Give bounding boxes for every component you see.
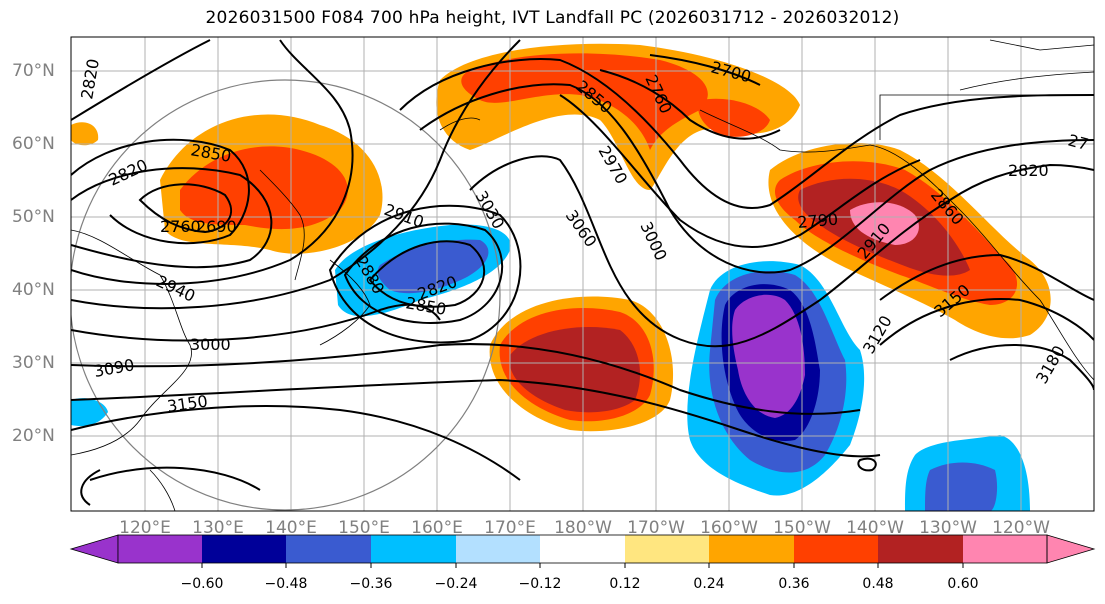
colorbar-tick-label: 0.48 [862, 576, 894, 592]
colorbar-segment [963, 535, 1047, 563]
range-circle [71, 79, 501, 511]
lat-label: 20°N [12, 426, 55, 446]
lon-label: 170°E [484, 518, 536, 538]
colorbar-segment [456, 535, 540, 563]
map-frame [70, 36, 1095, 512]
contour-label: 2820 [1008, 161, 1049, 180]
ivt-negative-core-region [732, 294, 805, 418]
colorbar-tick-label: −0.24 [434, 576, 478, 592]
ivt-peak-region [509, 327, 640, 413]
lat-label: 70°N [12, 61, 55, 81]
colorbar-segment [794, 535, 878, 563]
contour-label: 2760 [160, 217, 201, 236]
ivt-strong-region [180, 146, 348, 230]
lat-label: 50°N [12, 207, 55, 227]
contour-label: 2790 [797, 210, 839, 232]
colorbar-segment [371, 535, 456, 563]
lon-label: 150°E [338, 518, 390, 538]
lat-label: 30°N [12, 353, 55, 373]
colorbar-tick-label: 0.36 [778, 576, 810, 592]
lon-label: 130°E [192, 518, 244, 538]
lon-label: 150°W [773, 518, 831, 538]
colorbar-tick-label: −0.60 [180, 576, 224, 592]
ivt-strong-region [461, 53, 708, 150]
ivt-negative-strong-region [925, 462, 998, 511]
colorbar [69, 534, 1096, 568]
ivt-small-region [71, 122, 99, 146]
colorbar-min-extend [69, 534, 119, 564]
lat-label: 40°N [12, 280, 55, 300]
height-contours [71, 39, 1094, 506]
graticule [71, 37, 1094, 511]
lon-label: 130°W [919, 518, 977, 538]
lon-label: 140°E [265, 518, 317, 538]
colorbar-segment [540, 535, 625, 563]
map-title: 2026031500 F084 700 hPa height, IVT Land… [205, 8, 900, 28]
colorbar-tick-label: −0.48 [264, 576, 308, 592]
lon-label: 170°W [627, 518, 685, 538]
lon-label: 180°W [554, 518, 612, 538]
lon-label: 120°W [992, 518, 1050, 538]
lon-label: 160°W [700, 518, 758, 538]
colorbar-segment [709, 535, 794, 563]
colorbar-segment [118, 535, 202, 563]
lon-label: 140°W [846, 518, 904, 538]
colorbar-segment [202, 535, 286, 563]
lon-label: 160°E [411, 518, 463, 538]
ivt-negative-strong-region [377, 239, 489, 294]
contour-label: 3000 [190, 335, 231, 354]
ivt-negative-region [71, 398, 108, 427]
lon-label: 120°E [119, 518, 171, 538]
lat-label: 60°N [12, 134, 55, 154]
colorbar-tick-label: −0.36 [349, 576, 393, 592]
contour-label: 27 [1066, 131, 1091, 155]
colorbar-segment [625, 535, 709, 563]
colorbar-segment [878, 535, 963, 563]
colorbar-tick-label: 0.60 [947, 576, 979, 592]
colorbar-segment [286, 535, 371, 563]
colorbar-tick-label: 0.24 [693, 576, 725, 592]
colorbar-tick-label: −0.12 [518, 576, 562, 592]
ivt-strong-region [698, 98, 770, 137]
colorbar-tick-label: 0.12 [609, 576, 641, 592]
contour-label: 2690 [196, 217, 237, 236]
colorbar-max-extend [1046, 534, 1096, 564]
